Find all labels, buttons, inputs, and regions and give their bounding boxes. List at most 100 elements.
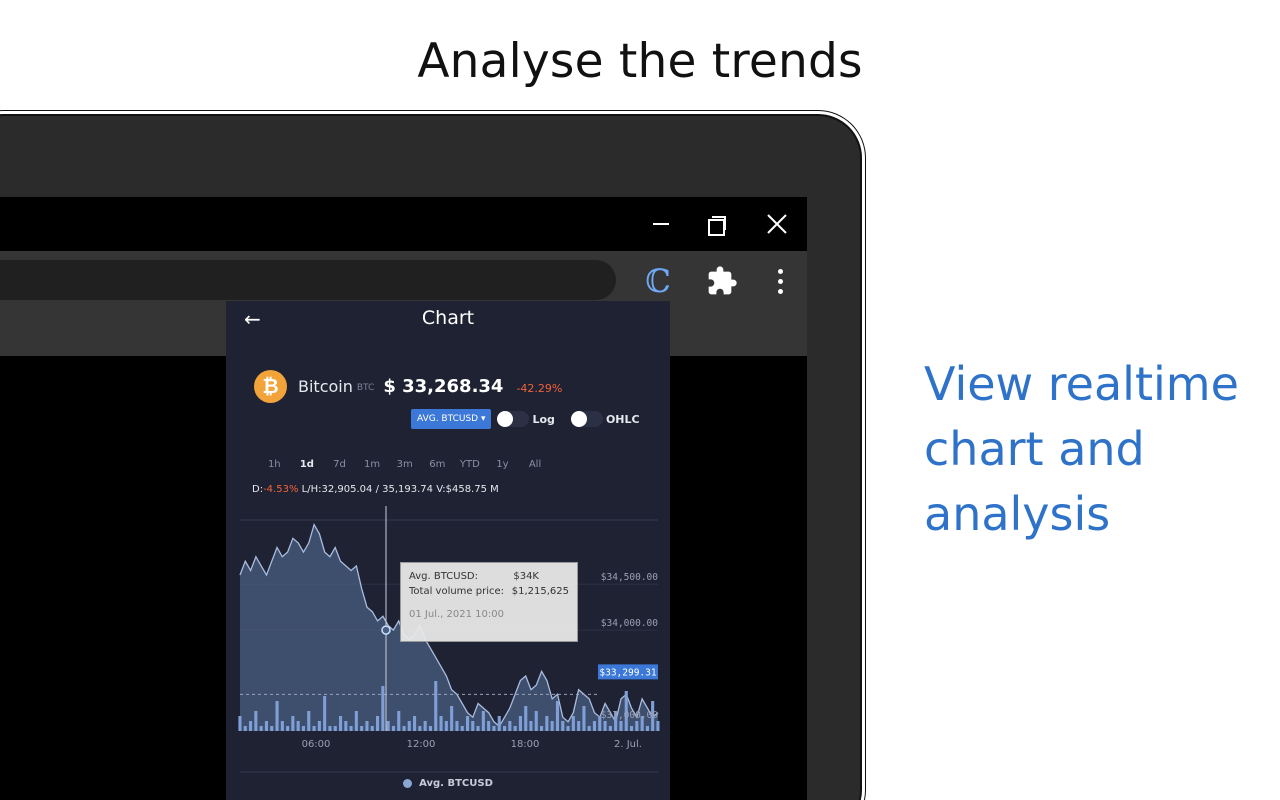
volume-bar xyxy=(645,726,649,731)
volume-bar xyxy=(312,726,316,731)
ohlc-toggle[interactable] xyxy=(570,411,603,427)
series-select[interactable]: AVG. BTCUSD ▾ xyxy=(411,409,492,429)
volume-bar xyxy=(423,721,427,731)
volume-bar xyxy=(571,716,575,731)
x-tick-label: 12:00 xyxy=(407,739,436,750)
volume-value: $458.75 M xyxy=(445,484,499,495)
daily-change-label: D: xyxy=(252,484,264,495)
volume-bar xyxy=(344,721,348,731)
volume-bar xyxy=(466,716,470,731)
puzzle-icon xyxy=(708,266,737,295)
chart-popup: ← Chart ₿ Bitcoin BTC $ 33,268.34 -42.29… xyxy=(226,301,670,800)
browser-menu-button[interactable] xyxy=(760,261,800,301)
close-icon xyxy=(767,214,787,234)
headline: Analyse the trends xyxy=(417,34,863,89)
price-area xyxy=(240,524,658,731)
range-option-all[interactable]: All xyxy=(528,459,542,470)
volume-bar xyxy=(296,721,300,731)
crosshair-point xyxy=(381,625,391,635)
y-tick-label: $34,500.00 xyxy=(601,572,658,583)
x-tick-label: 2. Jul. xyxy=(614,739,642,750)
toggle-knob xyxy=(570,411,587,427)
coin-symbol: BTC xyxy=(356,383,375,393)
chart-legend[interactable]: Avg. BTCUSD xyxy=(226,778,670,789)
volume-bar xyxy=(360,726,364,731)
x-tick-label: 18:00 xyxy=(511,739,540,750)
volume-label: V: xyxy=(436,484,446,495)
price-chart[interactable]: $34,500.00 $34,000.00 $33,000.00 $33,299.31… xyxy=(226,506,670,800)
back-arrow-icon[interactable]: ← xyxy=(244,307,261,331)
volume-bar xyxy=(317,721,321,731)
volume-bar xyxy=(561,721,565,731)
volume-bar xyxy=(328,726,332,731)
address-bar[interactable] xyxy=(0,260,616,300)
ohlc-label: OHLC xyxy=(605,412,640,426)
chart-tooltip: Avg. BTCUSD: $34K Total volume price: $1,2… xyxy=(400,562,578,642)
volume-bar xyxy=(365,721,369,731)
range-option-7d[interactable]: 7d xyxy=(333,459,346,470)
log-toggle[interactable] xyxy=(497,411,530,427)
price-stats: D:-4.53% L/H:32,905.04 / 35,193.74 V:$45… xyxy=(252,484,499,495)
coin-name: Bitcoin xyxy=(298,376,353,396)
range-option-3m[interactable]: 3m xyxy=(396,459,413,470)
volume-bar xyxy=(413,716,417,731)
coin-summary: ₿ Bitcoin BTC $ 33,268.34 -42.29% xyxy=(254,369,562,403)
range-option-6m[interactable]: 6m xyxy=(429,459,446,470)
volume-bar xyxy=(619,721,623,731)
x-tick-label: 06:00 xyxy=(302,739,331,750)
tagline-line-3: analysis xyxy=(924,487,1111,541)
range-option-1y[interactable]: 1y xyxy=(496,459,509,470)
coin-price: $ 33,268.34 xyxy=(383,375,504,397)
volume-bar xyxy=(333,726,337,731)
range-option-1h[interactable]: 1h xyxy=(267,459,281,470)
volume-bar xyxy=(651,701,655,731)
y-tick-label: $33,000.00 xyxy=(601,710,658,721)
range-option-1d[interactable]: 1d xyxy=(299,459,314,470)
volume-bar xyxy=(603,721,607,731)
minimize-button[interactable] xyxy=(633,197,689,251)
close-window-button[interactable] xyxy=(749,197,805,251)
volume-bar xyxy=(450,706,454,731)
menu-dot-icon xyxy=(777,288,783,294)
log-label: Log xyxy=(532,412,555,426)
volume-bar xyxy=(455,721,459,731)
volume-bar xyxy=(582,706,586,731)
volume-bar xyxy=(656,721,660,731)
price-line xyxy=(239,522,659,728)
minimize-icon xyxy=(653,223,669,225)
volume-bar xyxy=(376,716,380,731)
volume-bar xyxy=(577,721,581,731)
volume-bar xyxy=(301,726,305,731)
volume-bar xyxy=(434,681,438,731)
crypto-extension-icon[interactable]: ℂ xyxy=(645,262,671,300)
current-value-label: $33,299.31 xyxy=(599,667,656,678)
tooltip-volume-label: Total volume price: xyxy=(409,586,505,597)
tagline-line-1: View realtime xyxy=(924,357,1239,411)
volume-bar xyxy=(381,686,385,731)
volume-bar xyxy=(280,721,284,731)
legend-label: Avg. BTCUSD xyxy=(419,778,493,789)
browser-titlebar xyxy=(0,197,807,251)
volume-bar xyxy=(386,721,390,731)
volume-bar xyxy=(291,716,295,731)
restore-button[interactable] xyxy=(688,197,744,251)
extensions-puzzle-icon[interactable] xyxy=(702,261,742,301)
range-option-ytd[interactable]: YTD xyxy=(459,459,480,470)
volume-bar xyxy=(534,711,538,731)
menu-dot-icon xyxy=(777,278,783,284)
chart-controls: AVG. BTCUSD ▾ Log OHLC xyxy=(411,408,640,430)
volume-bar xyxy=(640,716,644,731)
y-tick-label: $34,000.00 xyxy=(601,618,658,629)
volume-bar xyxy=(439,716,443,731)
popup-header: ← Chart xyxy=(226,301,670,335)
volume-bar xyxy=(307,711,311,731)
volume-bar xyxy=(238,716,242,731)
volume-bar xyxy=(264,721,268,731)
range-option-1m[interactable]: 1m xyxy=(364,459,381,470)
low-high-label: L/H: xyxy=(301,484,322,495)
volume-bar xyxy=(550,721,554,731)
volume-bar xyxy=(508,721,512,731)
restore-icon xyxy=(708,216,726,236)
volume-bar xyxy=(592,721,596,731)
